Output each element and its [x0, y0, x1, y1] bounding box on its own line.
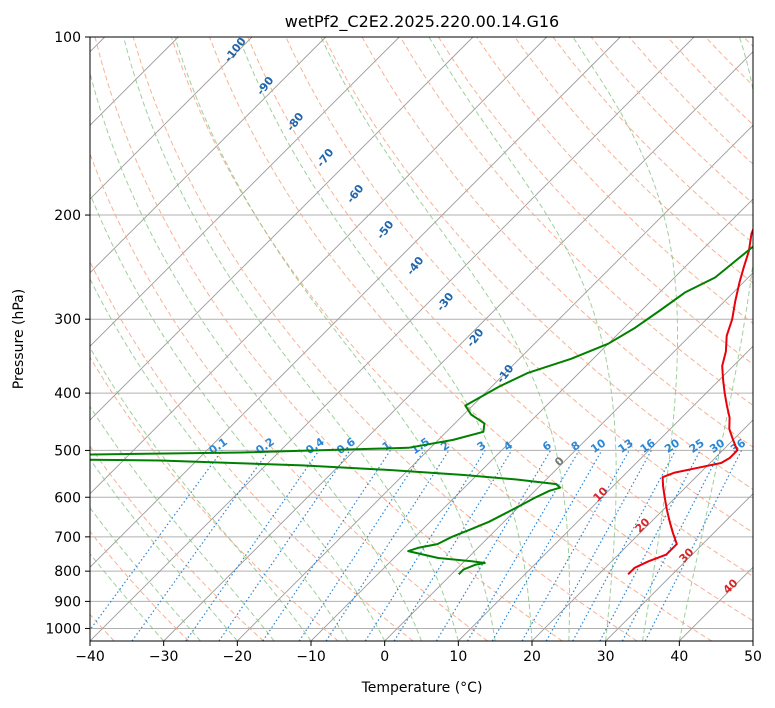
moist-adiabat	[572, 37, 678, 641]
y-tick-label: 100	[54, 30, 81, 46]
x-tick-label: 50	[744, 649, 762, 665]
y-tick-label: 500	[54, 443, 81, 459]
mixing-ratio-line	[325, 450, 450, 641]
x-tick-label: −10	[296, 649, 326, 665]
x-tick-label: 40	[670, 649, 688, 665]
moist-adiabat	[320, 37, 570, 641]
dewpoint-profile	[90, 245, 753, 576]
moist-adiabat-lines	[90, 37, 753, 641]
y-axis-ticks: 100 200 300 400 500 600 700 800 900 1000	[45, 30, 90, 637]
plot-area	[90, 37, 753, 641]
temperature-profile	[627, 227, 753, 576]
isotherm-line	[457, 345, 753, 641]
mixing-ratio-line	[466, 450, 580, 641]
moist-adiabat	[174, 37, 496, 641]
mixing-ratio-line	[393, 450, 513, 641]
x-tick-label: 20	[523, 649, 541, 665]
sounding-profiles	[90, 227, 753, 576]
moist-adiabat	[428, 37, 617, 641]
moist-adiabat	[123, 37, 459, 641]
isotherm-line	[90, 37, 327, 274]
mixing-ratio-line	[572, 450, 677, 641]
moist-adiabat	[238, 37, 533, 641]
mixing-ratio-line	[521, 450, 630, 641]
mixing-ratio-line	[185, 450, 320, 641]
moist-adiabat	[678, 37, 753, 641]
mixing-ratio-line	[545, 450, 652, 641]
dry-adiabat	[437, 37, 753, 365]
isotherm-line	[90, 37, 474, 421]
dry-adiabat	[247, 37, 753, 577]
mixing-ratio-line	[218, 450, 351, 641]
x-axis-label: Temperature (°C)	[361, 680, 483, 696]
dry-adiabat	[323, 37, 753, 491]
y-tick-label: 1000	[45, 621, 81, 637]
moist-adiabat	[90, 192, 386, 641]
y-tick-label: 800	[54, 564, 81, 580]
dry-adiabat	[170, 37, 712, 641]
dry-adiabat	[90, 260, 414, 641]
moist-adiabat	[90, 71, 422, 641]
y-tick-label: 700	[54, 530, 81, 546]
x-tick-label: 30	[597, 649, 615, 665]
x-tick-label: 0	[380, 649, 389, 665]
isotherm-lines	[90, 37, 753, 641]
dry-adiabat	[90, 445, 264, 641]
dry-adiabat	[132, 37, 638, 641]
dry-adiabat	[90, 530, 190, 641]
isotherm-line	[90, 37, 621, 568]
dry-adiabat	[399, 37, 753, 407]
plot-frame	[89, 36, 754, 642]
isotherm-line	[90, 37, 400, 347]
dry-adiabat-lines	[90, 37, 753, 641]
isotherm-line	[90, 37, 253, 200]
x-tick-label: −30	[149, 649, 179, 665]
isotherm-line	[384, 272, 753, 641]
isotherm-line	[236, 124, 753, 641]
moist-adiabat	[90, 458, 238, 641]
y-tick-label: 400	[54, 386, 81, 402]
mixing-ratio-line	[90, 450, 223, 631]
dry-adiabat	[514, 37, 753, 284]
y-tick-label: 300	[54, 312, 81, 328]
isotherm-line	[163, 51, 753, 641]
isotherm-line	[531, 419, 753, 641]
x-tick-label: −20	[223, 649, 253, 665]
y-tick-label: 200	[54, 208, 81, 224]
x-tick-label: 10	[449, 649, 467, 665]
dry-adiabat	[90, 152, 488, 641]
y-tick-label: 600	[54, 490, 81, 506]
y-axis-label: Pressure (hPa)	[11, 289, 27, 389]
isotherm-line	[605, 493, 753, 641]
moist-adiabat	[90, 346, 312, 641]
y-tick-label: 900	[54, 594, 81, 610]
mixing-ratio-line	[131, 450, 270, 641]
moist-adiabat	[90, 277, 349, 641]
x-tick-label: −40	[75, 649, 105, 665]
x-axis-ticks: −40 −30 −20 −10 0 10 20 30 40 50	[75, 641, 762, 665]
dry-adiabat	[94, 37, 563, 641]
dry-adiabat	[90, 356, 339, 641]
isotherm-line	[90, 37, 548, 495]
moist-adiabat	[90, 405, 275, 641]
mixing-ratio-line	[491, 450, 603, 641]
chart-title: wetPf2_C2E2.2025.220.00.14.G16	[285, 12, 559, 32]
